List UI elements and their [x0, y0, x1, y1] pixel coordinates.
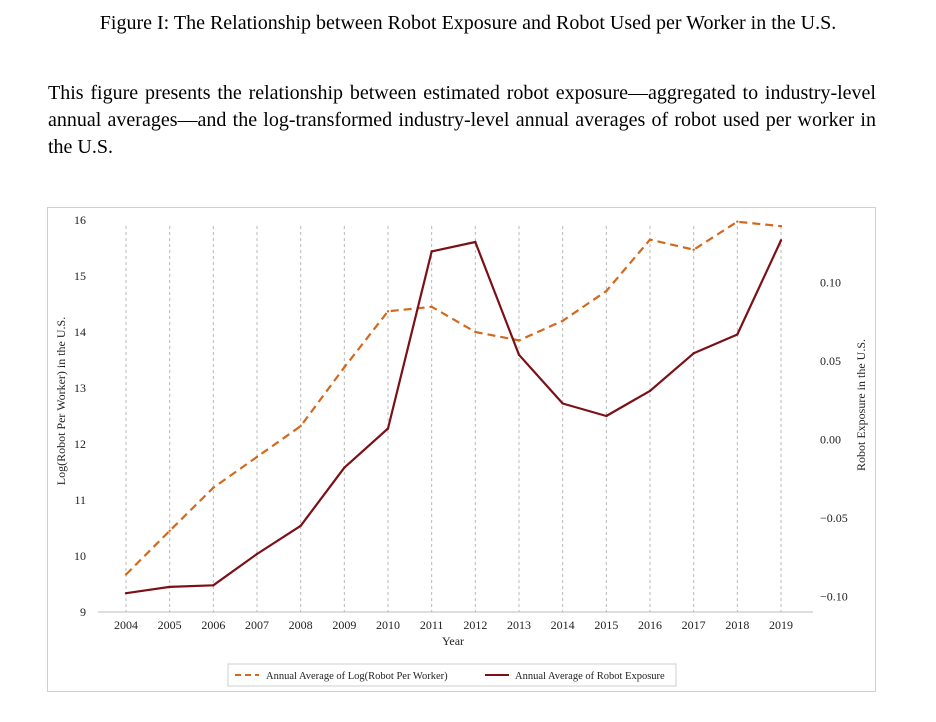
data-point — [386, 310, 390, 313]
x-tick-label: 2017 — [682, 618, 706, 632]
data-point — [299, 424, 302, 428]
chart-frame: 9 10 11 12 13 14 15 16 −0.10 −0.05 0.00 0.05 0.10 200… — [47, 207, 876, 692]
data-point — [386, 427, 390, 430]
legend-label: Annual Average of Log(Robot Per Worker) — [266, 671, 448, 682]
data-point — [736, 333, 739, 336]
data-point — [430, 250, 433, 253]
data-point — [212, 584, 215, 587]
data-point — [517, 353, 521, 357]
x-tick-label: 2007 — [245, 618, 269, 632]
y-right-tick-label: 0.00 — [820, 433, 841, 447]
x-tick-label: 2013 — [507, 618, 531, 632]
y-right-tick-label: −0.05 — [820, 511, 848, 525]
data-point — [430, 305, 433, 308]
legend-box — [227, 663, 677, 687]
data-point — [779, 224, 783, 228]
data-point — [605, 414, 608, 418]
y-left-tick-label: 13 — [74, 381, 86, 395]
data-point — [168, 585, 171, 589]
data-point — [343, 466, 346, 469]
data-point — [648, 238, 652, 241]
data-point — [605, 289, 608, 293]
data-point — [124, 573, 128, 576]
y-left-tick-label: 14 — [74, 325, 86, 339]
x-tick-label: 2005 — [158, 618, 182, 632]
y-left-tick-label: 12 — [74, 437, 86, 451]
data-point — [648, 389, 652, 393]
data-point — [692, 352, 695, 355]
y-right-axis-label: Robot Exposure in the U.S. — [854, 339, 868, 471]
y-right-tick-label: 0.10 — [820, 276, 841, 290]
x-tick-label: 2011 — [420, 618, 444, 632]
data-point — [168, 529, 171, 532]
x-tick-label: 2014 — [551, 618, 575, 632]
x-tick-label: 2015 — [594, 618, 618, 632]
x-tick-label: 2016 — [638, 618, 662, 632]
data-point — [299, 524, 302, 527]
figure-title: Figure I: The Relationship between Robot… — [99, 12, 837, 34]
data-point — [474, 330, 477, 334]
data-point — [736, 220, 739, 223]
x-tick-label: 2009 — [332, 618, 356, 632]
data-point — [517, 339, 521, 342]
data-point — [255, 552, 259, 556]
data-point — [212, 486, 215, 489]
legend-label: Annual Average of Robot Exposure — [515, 671, 665, 682]
data-point — [124, 591, 128, 595]
x-axis-label: Year — [442, 634, 464, 648]
x-tick-label: 2010 — [376, 618, 400, 632]
y-left-tick-label: 15 — [74, 269, 86, 283]
series-line-log-robot-per-worker — [125, 220, 782, 576]
x-tick-label: 2004 — [114, 618, 138, 632]
y-left-axis-label: Log(Robot Per Worker) in the U.S. — [54, 317, 68, 485]
y-right-tick-label: 0.05 — [820, 354, 841, 368]
y-left-tick-label: 9 — [80, 605, 86, 619]
data-point — [692, 248, 695, 251]
y-left-tick-label: 10 — [74, 549, 86, 563]
x-tick-label: 2006 — [201, 618, 225, 632]
data-point — [779, 239, 783, 242]
data-point — [561, 319, 564, 322]
x-tick-label: 2012 — [463, 618, 487, 632]
data-point — [561, 402, 564, 405]
chart: 9 10 11 12 13 14 15 16 −0.10 −0.05 0.00 0.05 0.10 200… — [54, 213, 868, 687]
data-point — [474, 240, 477, 244]
figure-caption: This figure presents the relationship be… — [48, 82, 876, 158]
y-left-tick-label: 16 — [74, 213, 86, 227]
x-tick-label: 2018 — [725, 618, 749, 632]
data-point — [343, 366, 346, 369]
data-point — [255, 455, 259, 459]
series-line-robot-exposure — [125, 239, 782, 595]
x-tick-label: 2019 — [769, 618, 793, 632]
y-right-tick-label: −0.10 — [820, 589, 848, 603]
x-tick-label: 2008 — [289, 618, 313, 632]
y-left-tick-label: 11 — [74, 493, 86, 507]
